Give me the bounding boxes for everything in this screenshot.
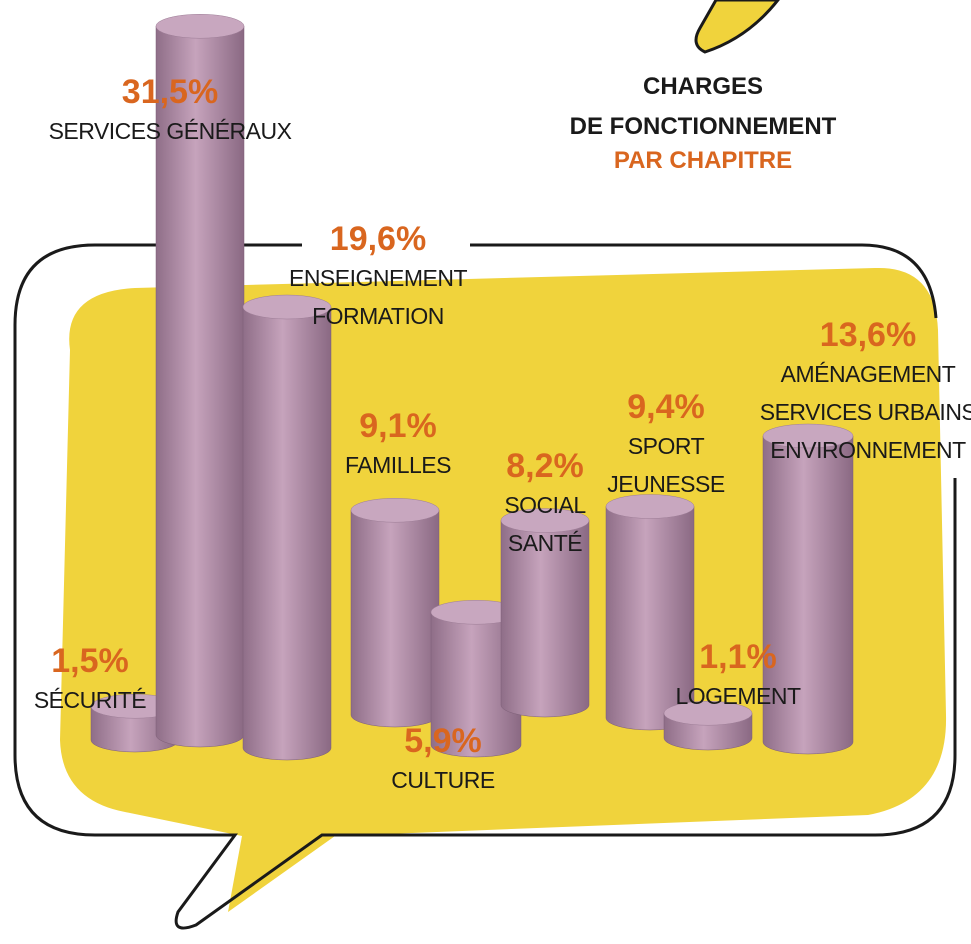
value-label: 13,6% <box>820 316 916 354</box>
category-label: SANTÉ <box>508 530 582 556</box>
cylinder-body <box>762 435 854 755</box>
chart-title: DE FONCTIONNEMENT <box>570 113 837 140</box>
category-label: SERVICES GÉNÉRAUX <box>49 118 292 144</box>
cylinder-top <box>350 498 440 523</box>
category-label: JEUNESSE <box>607 471 725 497</box>
value-label: 1,5% <box>51 642 129 680</box>
value-label: 9,4% <box>627 388 705 426</box>
cylinder-body <box>350 510 440 728</box>
cylinder-top <box>500 508 590 533</box>
bubble-outline <box>470 243 938 319</box>
category-label: SOCIAL <box>504 492 586 518</box>
chart-title: CHARGES <box>643 73 763 100</box>
yellow-top <box>694 0 780 54</box>
value-label: 9,1% <box>359 407 437 445</box>
cylinder-body <box>430 612 522 758</box>
cylinder-body <box>155 26 245 748</box>
cylinder-top <box>242 294 332 320</box>
cylinder-top <box>605 494 695 519</box>
value-label: 1,1% <box>699 638 777 676</box>
category-label: SPORT <box>628 433 705 459</box>
cylinder-body <box>500 520 590 718</box>
value-label: 31,5% <box>122 73 218 111</box>
category-label: ENSEIGNEMENT <box>289 265 467 291</box>
chart-subtitle: PAR CHAPITRE <box>614 147 792 174</box>
category-label: FORMATION <box>312 303 444 329</box>
category-label: SÉCURITÉ <box>34 687 146 713</box>
category-label: CULTURE <box>391 767 495 793</box>
category-label: ENVIRONNEMENT <box>770 437 966 463</box>
value-label: 19,6% <box>330 220 426 258</box>
category-label: SERVICES URBAINS <box>760 399 971 425</box>
category-label: LOGEMENT <box>675 683 801 709</box>
category-label: AMÉNAGEMENT <box>781 361 956 387</box>
value-label: 5,9% <box>404 722 482 760</box>
cylinder-top <box>663 701 753 726</box>
cylinder-top <box>762 423 854 449</box>
category-label: FAMILLES <box>345 452 451 478</box>
value-label: 8,2% <box>506 447 584 485</box>
bubble-outline <box>13 243 957 930</box>
cylinder-top <box>155 14 245 39</box>
cylinder-body <box>242 306 332 761</box>
